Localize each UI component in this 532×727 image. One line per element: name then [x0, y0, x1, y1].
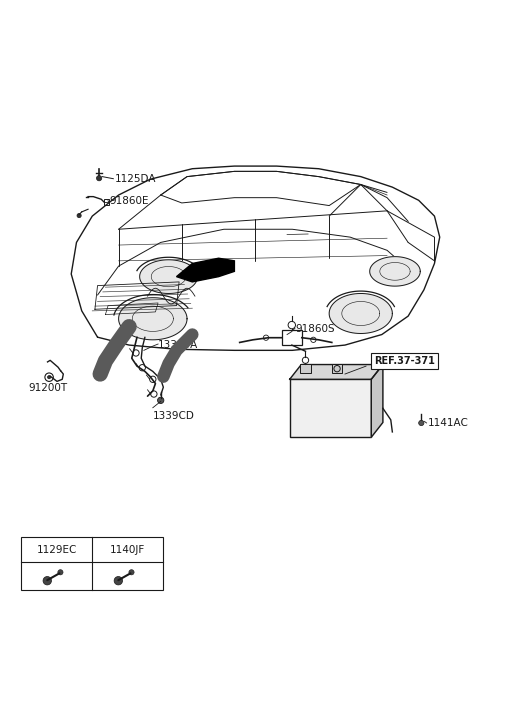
- Circle shape: [43, 577, 52, 585]
- Polygon shape: [290, 364, 383, 379]
- Bar: [290, 379, 371, 437]
- Text: REF.37-371: REF.37-371: [374, 356, 435, 366]
- Text: 1140JF: 1140JF: [110, 545, 145, 555]
- Polygon shape: [140, 260, 197, 294]
- Text: 91860E: 91860E: [110, 196, 149, 206]
- Polygon shape: [371, 364, 383, 437]
- Text: 1125DA: 1125DA: [115, 174, 156, 184]
- Bar: [21, 537, 163, 590]
- Bar: [332, 364, 342, 374]
- Bar: [300, 364, 311, 374]
- Circle shape: [419, 420, 424, 425]
- Circle shape: [157, 397, 164, 403]
- Polygon shape: [177, 258, 235, 282]
- Text: 1339CD: 1339CD: [153, 411, 195, 421]
- Circle shape: [129, 570, 134, 575]
- Circle shape: [96, 175, 102, 181]
- Polygon shape: [329, 294, 392, 334]
- Text: 13395A: 13395A: [158, 340, 198, 350]
- Circle shape: [58, 570, 63, 575]
- Text: 1141AC: 1141AC: [428, 418, 469, 428]
- Polygon shape: [119, 297, 187, 340]
- Text: 1129EC: 1129EC: [37, 545, 77, 555]
- Polygon shape: [370, 257, 420, 286]
- Text: 91200T: 91200T: [28, 383, 67, 393]
- Circle shape: [47, 376, 51, 379]
- Circle shape: [77, 214, 81, 217]
- Bar: [104, 199, 109, 204]
- Circle shape: [114, 577, 122, 585]
- Text: 91860S: 91860S: [295, 324, 335, 334]
- Bar: [282, 330, 302, 345]
